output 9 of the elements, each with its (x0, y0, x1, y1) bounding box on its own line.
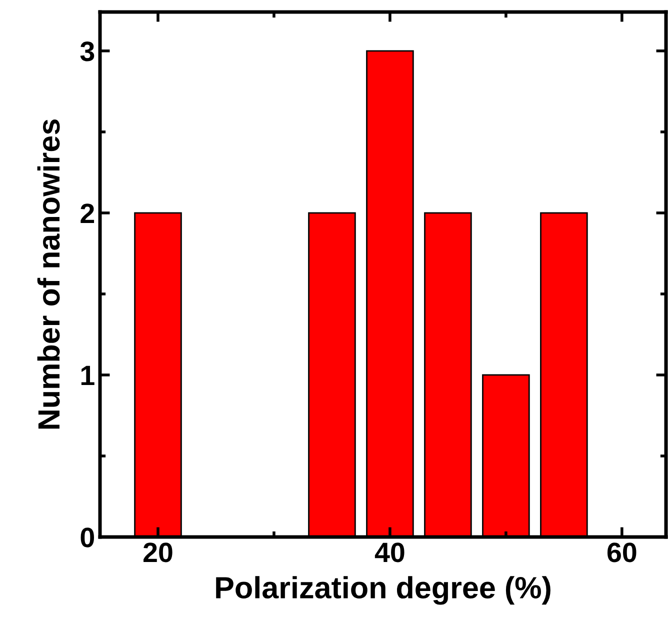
x-axis-title: Polarization degree (%) (216, 576, 550, 605)
y-tick-label: 2 (80, 204, 94, 223)
x-tick-label: 60 (607, 542, 636, 562)
y-tick-label: 1 (81, 366, 94, 386)
y-tick-label: 3 (80, 42, 94, 62)
x-tick-label: 40 (374, 542, 404, 562)
x-tick-label: 20 (144, 542, 172, 562)
y-axis-title: Number of nanowires (37, 120, 60, 429)
y-tick-label: 0 (80, 528, 94, 548)
